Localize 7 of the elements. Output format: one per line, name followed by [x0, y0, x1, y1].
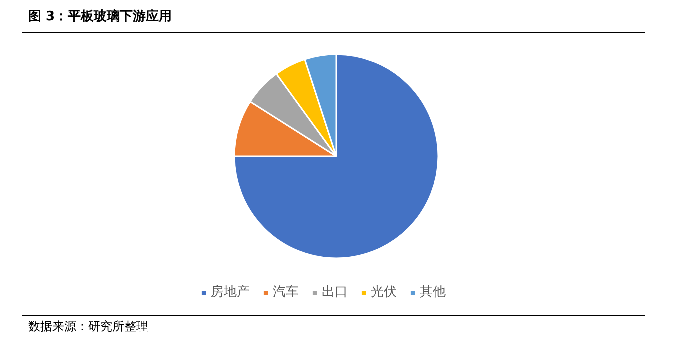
legend-label: 出口: [322, 284, 348, 301]
chart-title: 图 3：平板玻璃下游应用: [28, 8, 172, 24]
source-note: 数据来源：研究所整理: [28, 320, 148, 334]
legend-label: 其他: [420, 284, 446, 301]
legend-label: 光伏: [371, 284, 397, 301]
legend-label: 房地产: [211, 284, 250, 301]
legend-label: 汽车: [273, 284, 299, 301]
